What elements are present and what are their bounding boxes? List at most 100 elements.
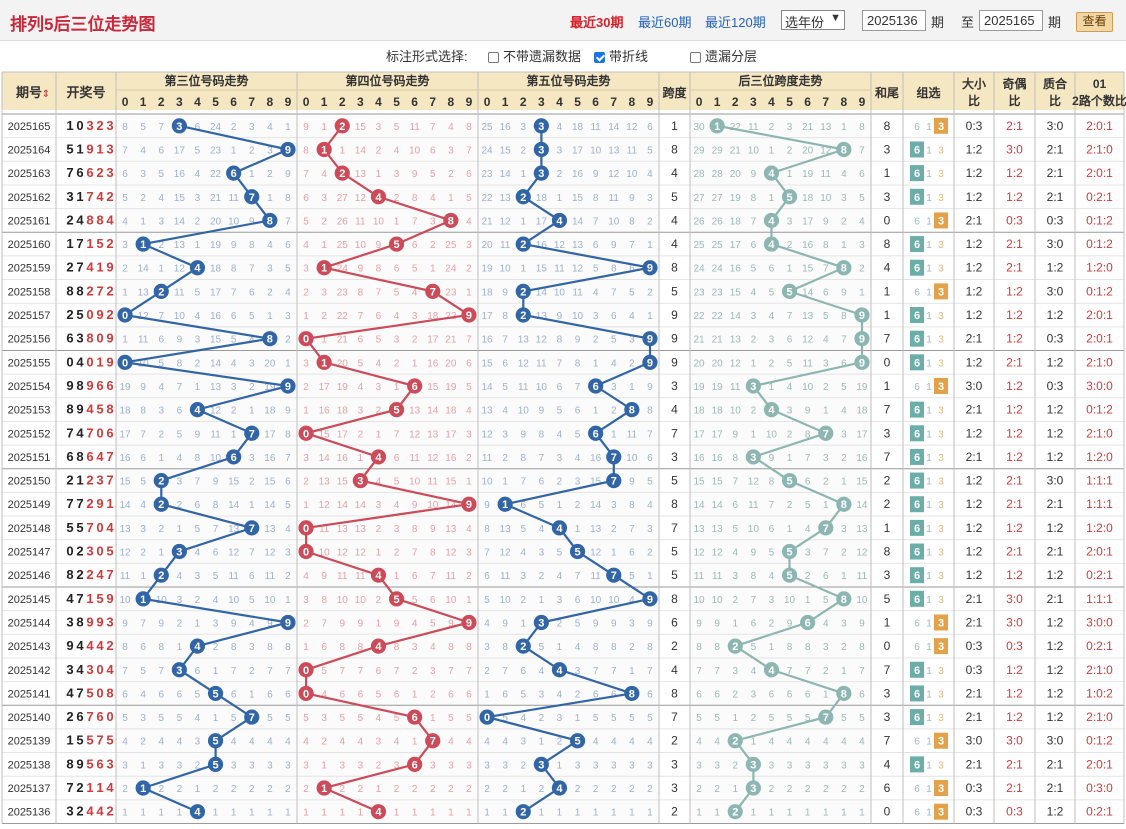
sort-icon[interactable]: ⇕ <box>42 89 50 100</box>
group-six-badge <box>910 519 924 536</box>
p5-missing-value: 10 <box>481 477 493 488</box>
digit-header: 1 <box>714 95 721 109</box>
p3-missing-value: 10 <box>264 595 276 606</box>
award-digit: 7 <box>76 496 83 511</box>
p3-missing-value: 4 <box>213 595 219 606</box>
p3-ball <box>244 709 260 725</box>
spr-ball <box>763 236 780 252</box>
mod012-cell: 0:1:2 <box>1086 403 1113 417</box>
spr-ball <box>727 733 743 749</box>
p3-missing-value: 6 <box>231 311 237 322</box>
p3-missing-value: 9 <box>140 382 146 393</box>
p5-missing-value: 2 <box>520 595 526 606</box>
group-six-badge <box>910 661 924 678</box>
p5-ball <box>515 189 531 205</box>
award-digit: 6 <box>76 709 83 724</box>
p3-missing-value: 1 <box>158 453 164 464</box>
p5-missing-value: 3 <box>539 689 545 700</box>
p3-missing-value: 4 <box>140 689 146 700</box>
odd-even-cell: 3:0 <box>1006 142 1023 156</box>
p4-ball-digit: 4 <box>375 192 382 204</box>
p4-missing-value: 7 <box>376 287 382 298</box>
spr-missing-value: 2 <box>769 358 775 369</box>
chevron-down-icon: ▼ <box>830 12 841 24</box>
range-recent-30[interactable]: 最近30期 <box>570 15 624 30</box>
spr-missing-value: 5 <box>823 311 829 322</box>
spr-missing-value: 1 <box>841 808 847 819</box>
p5-missing-value: 10 <box>536 382 548 393</box>
award-digit: 2 <box>66 212 73 227</box>
spr-missing-value: 27 <box>712 193 724 204</box>
spr-missing-value: 1 <box>787 808 793 819</box>
spr-ball <box>836 496 852 512</box>
p3-missing-value: 5 <box>177 429 183 440</box>
award-digit: 4 <box>86 260 94 275</box>
p4-missing-value: 2 <box>430 784 436 795</box>
sum-tail-cell: 6 <box>884 781 891 795</box>
digit-header: 5 <box>574 95 581 109</box>
p3-missing-value: 5 <box>140 122 146 133</box>
p3-ball-digit: 4 <box>194 641 201 653</box>
spr-missing-value: 6 <box>823 571 829 582</box>
year-select[interactable]: 选年份 ▼ <box>781 10 845 30</box>
prime-composite-cell: 1:2 <box>1047 261 1064 275</box>
query-button[interactable]: 查看 <box>1076 12 1113 32</box>
prime-composite-cell: 3:0 <box>1047 284 1064 298</box>
p4-missing-value: 1 <box>303 406 309 417</box>
option-line[interactable]: 带折线 <box>594 46 648 65</box>
p3-missing-value: 2 <box>285 571 291 582</box>
spr-missing-value: 10 <box>802 382 814 393</box>
spr-missing-value: 6 <box>751 618 757 629</box>
option-layered[interactable]: 遗漏分层 <box>690 46 757 65</box>
p4-ball <box>388 402 405 418</box>
p3-missing-value: 6 <box>140 453 146 464</box>
from-issue-input[interactable]: 2025136 <box>862 10 926 31</box>
group-missing-value: 6 <box>914 784 920 795</box>
spr-missing-value: 4 <box>805 524 811 535</box>
p4-missing-value: 9 <box>358 618 364 629</box>
p4-missing-value: 6 <box>303 193 309 204</box>
checkbox-icon[interactable] <box>488 52 499 63</box>
spr-missing-value: 16 <box>693 453 705 464</box>
p3-missing-value: 5 <box>267 713 273 724</box>
award-digit: 7 <box>76 685 83 700</box>
checkbox-checked-icon[interactable] <box>594 52 605 63</box>
p3-missing-value: 5 <box>158 358 164 369</box>
to-issue-input[interactable]: 2025165 <box>979 10 1043 31</box>
p5-missing-value: 5 <box>502 713 508 724</box>
range-recent-120[interactable]: 最近120期 <box>705 15 766 30</box>
group-six-label: 6 <box>914 144 920 156</box>
spr-missing-value: 22 <box>693 311 705 322</box>
spr-ball-digit: 8 <box>841 499 847 511</box>
p5-missing-value: 9 <box>539 406 545 417</box>
p3-missing-value: 7 <box>285 453 291 464</box>
p5-missing-value: 16 <box>572 169 584 180</box>
spr-ball-digit: 4 <box>768 215 775 227</box>
p3-missing-value: 1 <box>249 406 255 417</box>
p3-missing-value: 18 <box>119 406 131 417</box>
spr-ball-digit: 8 <box>841 263 847 275</box>
spr-missing-value: 20 <box>802 145 814 156</box>
p3-missing-value: 6 <box>285 477 291 488</box>
spr-missing-value: 17 <box>856 429 868 440</box>
award-digit: 2 <box>76 780 83 795</box>
p5-missing-value: 9 <box>647 618 653 629</box>
award-digit: 3 <box>106 165 113 180</box>
spr-missing-value: 6 <box>859 169 865 180</box>
award-digit: 5 <box>86 733 93 748</box>
award-digit: 9 <box>106 354 113 369</box>
p4-missing-value: 4 <box>430 642 436 653</box>
p3-missing-value: 3 <box>231 760 237 771</box>
span-cell: 7 <box>671 426 678 440</box>
spr-missing-value: 2 <box>714 784 720 795</box>
spr-missing-value: 9 <box>769 453 775 464</box>
spr-ball-digit: 4 <box>768 665 775 677</box>
p5-missing-value: 3 <box>593 760 599 771</box>
p3-missing-value: 7 <box>140 618 146 629</box>
option-no-missing[interactable]: 不带遗漏数据 <box>488 46 581 65</box>
spr-missing-value: 2 <box>823 477 829 488</box>
spr-missing-value: 5 <box>805 500 811 511</box>
p4-missing-value: 2 <box>321 737 327 748</box>
checkbox-icon[interactable] <box>690 52 701 63</box>
range-recent-60[interactable]: 最近60期 <box>638 15 692 30</box>
